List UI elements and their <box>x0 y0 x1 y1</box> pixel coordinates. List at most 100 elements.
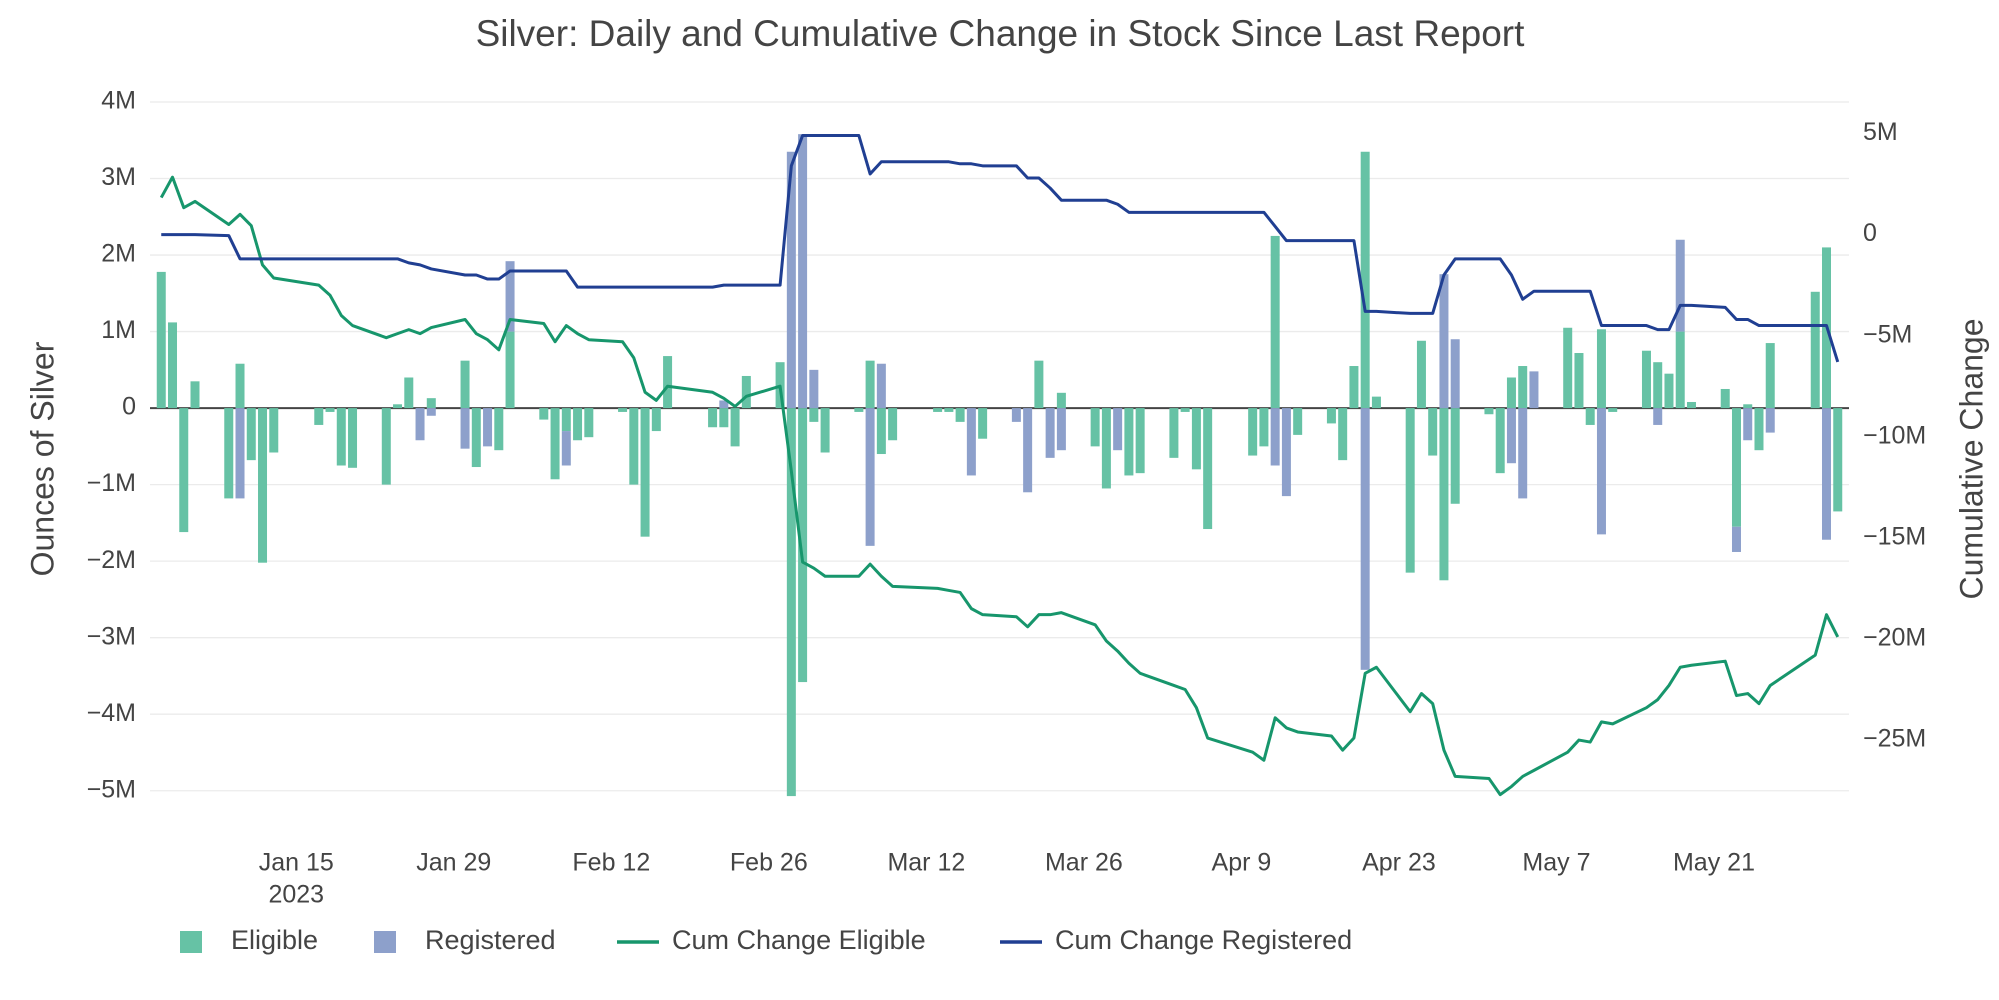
x-tick-label: Apr 9 <box>1212 849 1272 877</box>
bar <box>1101 408 1111 489</box>
bar <box>1135 408 1145 474</box>
bar <box>730 408 740 447</box>
bar <box>1360 151 1370 409</box>
bar <box>1506 408 1516 464</box>
bar <box>1743 404 1753 409</box>
bar <box>1169 408 1179 458</box>
x-tick-label: Jan 29 <box>416 849 491 877</box>
bar <box>618 408 628 412</box>
bar <box>629 408 639 485</box>
bar <box>809 408 819 422</box>
bar <box>1450 408 1460 504</box>
bar <box>865 360 875 409</box>
y-tick-label: −5M <box>87 775 136 803</box>
bar <box>348 408 358 468</box>
line <box>161 134 1840 363</box>
bar <box>663 356 673 409</box>
bar <box>1664 373 1674 409</box>
x-tick-label: Feb 12 <box>572 849 650 877</box>
bar <box>1574 353 1584 409</box>
bar <box>336 408 346 466</box>
bar <box>1056 392 1066 409</box>
bar <box>1518 366 1528 409</box>
bar <box>1675 331 1685 409</box>
bars <box>156 134 1843 797</box>
bar <box>494 408 504 451</box>
bar <box>1023 408 1033 493</box>
bar <box>1326 408 1336 424</box>
bar <box>1529 371 1539 409</box>
legend-swatch <box>374 931 396 953</box>
bar <box>561 408 571 432</box>
y-tick-label: 4M <box>101 87 136 115</box>
bar <box>640 408 650 537</box>
y-tick-label: 3M <box>101 163 136 191</box>
x-tick-label: Jan 15 <box>259 849 334 877</box>
legend-label: Cum Change Eligible <box>672 925 926 955</box>
bar <box>651 408 661 432</box>
bar <box>1450 339 1460 409</box>
bar <box>955 408 965 422</box>
y2-tick-label: 0 <box>1863 219 1877 247</box>
y-tick-label: 0 <box>122 393 136 421</box>
bar <box>325 408 335 412</box>
y2-tick-label: −25M <box>1863 725 1926 753</box>
bar <box>1090 408 1100 447</box>
bar <box>1653 362 1663 409</box>
bar <box>584 408 594 438</box>
x-tick-label: Apr 23 <box>1362 849 1436 877</box>
y2-tick-label: −5M <box>1863 320 1912 348</box>
bar <box>786 408 796 797</box>
bar <box>1563 327 1573 409</box>
bar <box>381 408 391 485</box>
bar <box>798 408 808 683</box>
legend-label: Eligible <box>231 925 318 955</box>
bar <box>1270 235 1280 409</box>
bar <box>415 408 425 441</box>
bar <box>460 408 470 449</box>
legend-swatch <box>180 931 202 953</box>
bar <box>246 408 256 461</box>
bar <box>1034 360 1044 409</box>
bar <box>1765 343 1775 409</box>
bar <box>1720 388 1730 409</box>
bar <box>460 360 470 409</box>
bar <box>314 408 324 425</box>
bar <box>1439 274 1449 409</box>
bar <box>1113 408 1123 451</box>
bar <box>888 408 898 441</box>
bar <box>235 363 245 409</box>
bar <box>505 261 515 332</box>
bar <box>1371 396 1381 409</box>
bar <box>1281 408 1291 497</box>
bar <box>876 408 886 455</box>
bar <box>561 431 571 466</box>
bar <box>865 408 875 546</box>
bar <box>1506 377 1516 409</box>
legend-label: Cum Change Registered <box>1055 925 1352 955</box>
legend-label: Registered <box>425 925 556 955</box>
legend-item: Registered <box>374 925 556 955</box>
grid <box>150 101 1849 792</box>
lines <box>159 134 1840 797</box>
x-tick-label: May 7 <box>1522 849 1590 877</box>
bar <box>393 404 403 409</box>
bar <box>1349 366 1359 409</box>
bar <box>786 151 796 409</box>
bar <box>179 408 189 533</box>
bar <box>1191 408 1201 470</box>
bar <box>471 408 481 468</box>
bar <box>1754 408 1764 451</box>
bar <box>1675 239 1685 332</box>
bar <box>1416 340 1426 409</box>
bar <box>1338 408 1348 461</box>
bar <box>1203 408 1213 530</box>
bar <box>966 408 976 476</box>
bar <box>539 408 549 420</box>
bar <box>550 408 560 480</box>
bar <box>190 381 200 409</box>
y2-tick-label: −15M <box>1863 522 1926 550</box>
y-tick-label: −3M <box>87 622 136 650</box>
bar <box>1821 408 1831 540</box>
line <box>159 175 1840 797</box>
